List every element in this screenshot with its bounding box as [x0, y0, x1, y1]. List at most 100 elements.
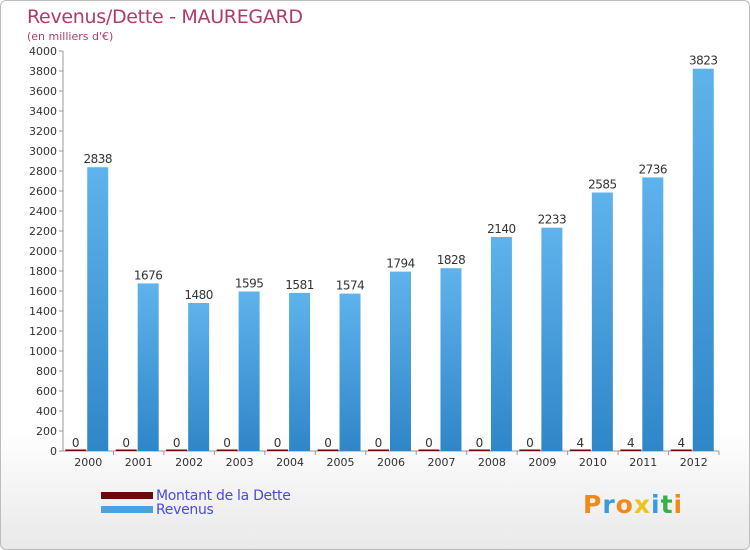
logo-letter: t — [660, 490, 674, 519]
label-dette-2008: 0 — [476, 436, 484, 450]
legend-item-dette: Montant de la Dette — [101, 487, 291, 504]
bar-dette-2003 — [216, 449, 238, 451]
label-dette-2001: 0 — [122, 436, 130, 450]
x-tick-label-2005: 2005 — [327, 456, 355, 469]
x-tick-label-2000: 2000 — [74, 456, 102, 469]
logo-letter: i — [673, 490, 684, 519]
label-dette-2012: 4 — [677, 436, 685, 450]
bar-revenus-2007 — [440, 268, 462, 451]
legend-swatch-dette — [101, 492, 153, 499]
y-tick-label: 2600 — [29, 185, 57, 198]
label-revenus-2007: 1828 — [437, 253, 466, 267]
label-dette-2000: 0 — [72, 436, 80, 450]
logo-letter: r — [602, 490, 616, 519]
bar-dette-2010 — [569, 449, 591, 451]
label-dette-2005: 0 — [324, 436, 332, 450]
bar-dette-2000 — [65, 449, 87, 451]
bar-revenus-2010 — [591, 192, 613, 451]
bar-revenus-2008 — [490, 237, 512, 451]
y-tick-label: 2000 — [29, 245, 57, 258]
x-tick-label-2012: 2012 — [680, 456, 708, 469]
label-dette-2010: 4 — [577, 436, 585, 450]
y-tick-label: 1200 — [29, 325, 57, 338]
label-revenus-2003: 1595 — [235, 277, 264, 291]
legend-label-dette: Montant de la Dette — [156, 487, 291, 504]
y-tick-label: 2800 — [29, 165, 57, 178]
y-tick-label: 600 — [36, 385, 57, 398]
bar-dette-2009 — [519, 449, 541, 451]
bar-revenus-2001 — [137, 283, 159, 451]
y-tick-label: 1400 — [29, 305, 57, 318]
y-tick-label: 3000 — [29, 145, 57, 158]
label-dette-2011: 4 — [627, 436, 635, 450]
bar-dette-2001 — [115, 449, 137, 451]
y-ticks: 0 200 400 600 800 1000 1200 1400 1600 1800 2000 220… — [29, 45, 63, 458]
bar-dette-2002 — [166, 449, 188, 451]
x-tick-label-2001: 2001 — [125, 456, 153, 469]
bar-revenus-2004 — [289, 292, 311, 451]
bar-revenus-2005 — [339, 293, 361, 451]
label-dette-2004: 0 — [274, 436, 282, 450]
y-tick-label: 4000 — [29, 45, 57, 58]
logo-letter: o — [615, 490, 634, 519]
label-revenus-2010: 2585 — [588, 178, 617, 192]
label-dette-2006: 0 — [375, 436, 383, 450]
y-tick-label: 3800 — [29, 65, 57, 78]
bar-revenus-2006 — [390, 271, 411, 451]
legend-label-revenus: Revenus — [156, 501, 214, 518]
data-labels: 0 2838 0 1676 0 1480 0 1595 0 1581 0 1574 0 1794 0 1828… — [72, 54, 718, 450]
y-tick-label: 1800 — [29, 265, 57, 278]
x-tick-label-2006: 2006 — [377, 456, 405, 469]
bar-dette-2012 — [670, 449, 692, 451]
bar-revenus-2011 — [642, 177, 664, 451]
x-tick-label-2010: 2010 — [579, 456, 607, 469]
y-tick-label: 0 — [50, 445, 57, 458]
bar-revenus-2000 — [87, 167, 109, 451]
bar-dette-2006 — [368, 449, 389, 451]
label-revenus-2002: 1480 — [184, 288, 213, 302]
y-tick-label: 1000 — [29, 345, 57, 358]
logo-letter: P — [583, 490, 603, 519]
x-tick-label-2003: 2003 — [226, 456, 254, 469]
bar-dette-2011 — [620, 449, 642, 451]
label-revenus-2012: 3823 — [689, 54, 718, 68]
label-dette-2002: 0 — [173, 436, 181, 450]
proxiti-logo: Proxiti — [583, 490, 683, 519]
label-revenus-2004: 1581 — [285, 278, 314, 292]
logo-letter: x — [633, 490, 651, 519]
y-tick-label: 2200 — [29, 225, 57, 238]
legend-item-revenus: Revenus — [101, 501, 214, 518]
x-tick-label-2011: 2011 — [629, 456, 657, 469]
label-revenus-2001: 1676 — [134, 268, 163, 282]
label-revenus-2009: 2233 — [538, 213, 567, 227]
label-dette-2003: 0 — [223, 436, 231, 450]
x-tick-label-2009: 2009 — [528, 456, 556, 469]
label-dette-2009: 0 — [526, 436, 534, 450]
bar-dette-2007 — [418, 449, 440, 451]
y-tick-label: 400 — [36, 405, 57, 418]
label-revenus-2006: 1794 — [386, 257, 415, 271]
bar-revenus-2003 — [238, 291, 260, 451]
bars — [65, 68, 714, 451]
y-tick-label: 1600 — [29, 285, 57, 298]
x-tick-label-2008: 2008 — [478, 456, 506, 469]
label-revenus-2000: 2838 — [83, 152, 112, 166]
bar-revenus-2012 — [692, 68, 714, 451]
bar-dette-2004 — [267, 449, 289, 451]
bar-revenus-2002 — [188, 303, 210, 451]
x-tick-label-2004: 2004 — [276, 456, 304, 469]
chart-title: Revenus/Dette - MAUREGARD — [27, 6, 303, 28]
x-tick-label-2002: 2002 — [175, 456, 203, 469]
y-tick-label: 3600 — [29, 85, 57, 98]
bar-dette-2008 — [468, 449, 490, 451]
bar-revenus-2009 — [541, 227, 563, 451]
label-revenus-2011: 2736 — [639, 162, 668, 176]
x-ticks: 2000 2001 2002 2003 2004 2005 2006 2007 2008 2009… — [74, 451, 720, 469]
x-tick-label-2007: 2007 — [427, 456, 455, 469]
logo-letter: i — [651, 490, 661, 519]
label-revenus-2005: 1574 — [336, 279, 365, 293]
chart-subtitle: (en milliers d'€) — [27, 30, 114, 43]
y-tick-label: 2400 — [29, 205, 57, 218]
